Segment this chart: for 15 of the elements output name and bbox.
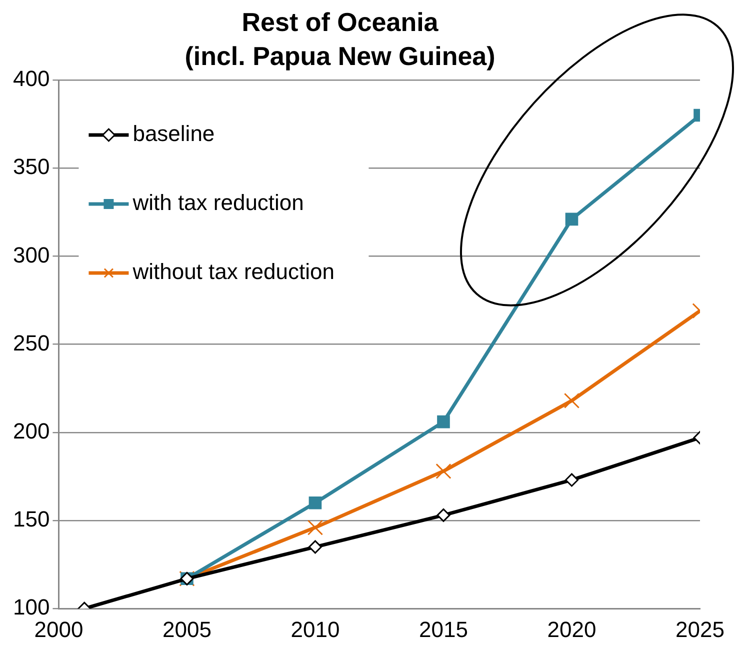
y-tick-label: 200 (12, 418, 50, 444)
chart-title: Rest of Oceania (incl. Papua New Guinea) (184, 7, 496, 72)
y-tick-label: 150 (12, 506, 50, 532)
legend-label: with tax reduction (132, 190, 304, 216)
x-tick-label: 2020 (547, 616, 596, 642)
y-tick-label: 350 (12, 154, 50, 180)
y-tick-label: 250 (12, 330, 50, 356)
y-tick-label: 400 (12, 66, 50, 92)
legend-label: without tax reduction (132, 259, 334, 284)
y-tick-label: 300 (12, 242, 50, 268)
x-tick-label: 2010 (290, 616, 340, 642)
x-tick-label: 2005 (162, 616, 212, 642)
legend-label: baseline (132, 121, 215, 146)
x-tick-label: 2015 (419, 616, 468, 642)
x-tick-label: 2025 (676, 616, 724, 642)
